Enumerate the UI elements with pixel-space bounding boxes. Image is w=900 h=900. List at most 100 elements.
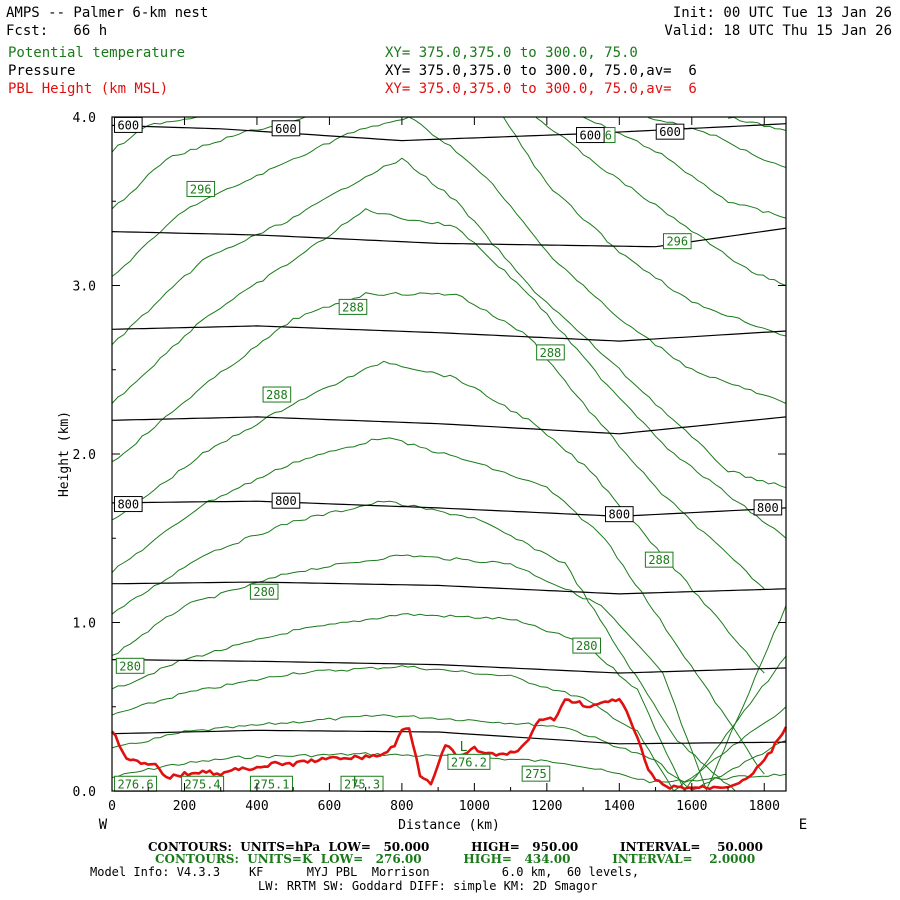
y-axis-label: Height (km) — [57, 411, 72, 497]
theta-contour-15 — [535, 117, 787, 286]
x-tick-label-7: 1400 — [604, 799, 635, 814]
theta-contour-2 — [111, 665, 787, 792]
pressure-label-2-text: 600 — [579, 129, 601, 143]
theta-label-9-box — [115, 657, 145, 674]
pressure-label-6-box — [605, 506, 634, 523]
pressure-label-6: 800 — [605, 506, 634, 523]
field-theta-xy: XY= 375.0,375.0 to 300.0, 75.0 — [385, 45, 638, 61]
theta-label-4-text: 288 — [540, 346, 562, 360]
low-marker-0: L — [353, 776, 361, 791]
plot-frame — [111, 116, 787, 792]
x-tick-label-1: 200 — [173, 799, 196, 814]
theta-label-7-text: 280 — [253, 585, 275, 599]
pressure-label-5-box — [271, 492, 301, 509]
theta-label-3: 288 — [338, 298, 368, 315]
y-tick-label-0: 0.0 — [73, 785, 96, 800]
west-label: W — [99, 817, 108, 833]
theta-contour-17 — [648, 117, 787, 168]
theta-label-7-box — [249, 583, 279, 600]
x-axis-label: Distance (km) — [398, 818, 500, 833]
theta-label-15-box — [521, 765, 551, 782]
field-pressure-name: Pressure — [8, 63, 76, 79]
pressure-label-2: 600 — [576, 127, 605, 144]
footer-model-info: Model Info: V4.3.3 KF MYJ PBL Morrison 6… — [90, 865, 640, 879]
theta-contour-9 — [111, 208, 787, 539]
x-tick-label-5: 1000 — [459, 799, 490, 814]
field-pressure-xy: XY= 375.0,375.0 to 300.0, 75.0,av= 6 — [385, 63, 697, 79]
pressure-label-2-box — [576, 127, 605, 144]
theta-label-8-text: 280 — [576, 639, 598, 653]
theta-contour-13 — [111, 116, 203, 153]
init-time: Init: 00 UTC Tue 13 Jan 26 — [672, 5, 892, 21]
theta-contour-6 — [111, 437, 765, 775]
field-pbl-name: PBL Height (km MSL) — [8, 81, 169, 97]
theta-label-6: 288 — [644, 551, 674, 568]
theta-label-12-text: 275.1 — [253, 777, 289, 791]
theta-label-2: 296 — [662, 233, 692, 250]
pressure-contour-900 — [111, 659, 787, 674]
theta-contour-3 — [111, 613, 787, 793]
theta-contour-8 — [111, 291, 765, 590]
theta-label-15-text: 275 — [525, 767, 547, 781]
pressure-label-3-text: 600 — [659, 125, 681, 139]
pressure-contour-850 — [112, 581, 787, 595]
theta-label-5-box — [262, 386, 292, 403]
pressure-label-7-text: 800 — [757, 501, 779, 515]
pressure-label-5: 800 — [271, 492, 301, 509]
valid-time: Valid: 18 UTC Thu 15 Jan 26 — [664, 23, 892, 39]
pbl-height-line — [111, 697, 788, 791]
theta-label-0: 296 — [186, 180, 216, 197]
pressure-label-1: 600 — [271, 120, 301, 137]
y-tick-label-1: 1.0 — [73, 617, 96, 632]
theta-label-0-text: 296 — [190, 182, 212, 196]
theta-label-15: 275 — [521, 765, 551, 782]
pressure-label-0: 600 — [114, 116, 143, 133]
pressure-label-4-text: 800 — [117, 498, 139, 512]
theta-label-9: 280 — [115, 657, 145, 674]
x-tick-label-3: 600 — [318, 799, 341, 814]
theta-contour-14 — [502, 116, 787, 337]
theta-label-4: 288 — [536, 344, 565, 361]
theta-label-3-box — [338, 298, 368, 315]
field-theta-name: Potential temperature — [8, 45, 186, 61]
theta-label-8-box — [572, 637, 601, 654]
theta-label-10-text: 276.6 — [117, 777, 153, 791]
theta-label-9-text: 280 — [119, 659, 141, 673]
x-tick-label-9: 1800 — [749, 799, 780, 814]
map-title: AMPS -- Palmer 6-km nest — [6, 5, 209, 21]
y-tick-label-2: 2.0 — [73, 448, 96, 463]
theta-label-14-box — [447, 753, 491, 770]
pressure-contour-700 — [111, 325, 787, 342]
x-tick-label-8: 1600 — [676, 799, 707, 814]
theta-label-8: 280 — [572, 637, 601, 654]
pressure-label-7: 800 — [753, 499, 783, 516]
pressure-label-1-text: 600 — [275, 122, 297, 136]
pressure-label-6-text: 800 — [608, 508, 630, 522]
theta-label-4-box — [536, 344, 565, 361]
theta-label-14-text: 276.2 — [451, 755, 487, 769]
forecast-hour: Fcst: 66 h — [6, 23, 108, 39]
theta-label-13-text: 275.3 — [344, 777, 380, 791]
theta-label-11-text: 275.4 — [185, 777, 221, 791]
theta-label-6-box — [644, 551, 674, 568]
pressure-contour-600 — [111, 123, 787, 142]
theta-label-6-text: 288 — [648, 553, 670, 567]
theta-contour-18 — [727, 116, 787, 131]
y-tick-label-3: 3.0 — [73, 280, 96, 295]
x-tick-label-0: 0 — [108, 799, 116, 814]
pressure-contour-750 — [111, 416, 787, 435]
theta-contour-7 — [111, 360, 765, 674]
theta-label-10: 276.6 — [114, 775, 158, 792]
pressure-label-3: 600 — [655, 123, 685, 140]
pressure-label-5-text: 800 — [275, 494, 297, 508]
x-tick-label-6: 1200 — [531, 799, 562, 814]
theta-contour-10 — [111, 157, 787, 489]
footer-pressure-contours: CONTOURS: UNITS=hPa LOW= 50.000 HIGH= 95… — [148, 840, 764, 854]
theta-label-5-text: 288 — [266, 388, 288, 402]
east-label: E — [799, 817, 807, 833]
y-tick-label-4: 4.0 — [73, 111, 96, 126]
theta-contour-11 — [111, 116, 787, 404]
theta-label-2-box — [662, 233, 692, 250]
theta-contour-1 — [111, 714, 787, 791]
